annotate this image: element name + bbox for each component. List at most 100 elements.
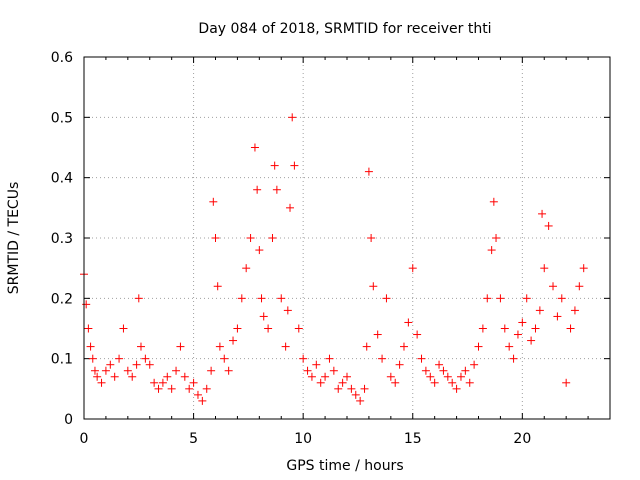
data-point (250, 143, 259, 152)
data-point (220, 354, 229, 363)
data-point (465, 378, 474, 387)
data-point (134, 294, 143, 303)
data-point (535, 306, 544, 315)
data-point (255, 246, 264, 255)
data-point (369, 282, 378, 291)
data-point (213, 282, 222, 291)
data-point (312, 360, 321, 369)
data-point (209, 197, 218, 206)
data-point (128, 372, 137, 381)
data-point (82, 300, 91, 309)
data-point (307, 372, 316, 381)
data-point (391, 378, 400, 387)
data-point (367, 234, 376, 242)
data-point (579, 264, 588, 273)
y-tick-label: 0 (64, 412, 73, 428)
data-point (426, 372, 435, 381)
data-point (141, 354, 150, 363)
data-point (456, 372, 465, 381)
data-point (268, 234, 277, 242)
data-point (303, 366, 312, 375)
data-point (257, 294, 266, 303)
y-tick-label: 0.3 (51, 231, 73, 247)
data-point (562, 378, 571, 387)
data-point (145, 360, 154, 369)
data-point (386, 372, 395, 381)
data-point (119, 324, 128, 333)
data-point (237, 294, 246, 303)
data-point (229, 336, 238, 345)
data-point (399, 342, 408, 351)
data-point (316, 378, 325, 387)
data-point (329, 366, 338, 375)
data-point (500, 324, 509, 333)
data-point (90, 366, 99, 375)
data-point (233, 324, 242, 333)
data-point (272, 185, 281, 194)
data-point (527, 336, 536, 345)
data-point (364, 167, 373, 176)
x-axis-label: GPS time / hours (286, 458, 403, 474)
data-point (321, 372, 330, 381)
data-point (489, 197, 498, 206)
data-point (509, 354, 518, 363)
x-tick-label: 15 (404, 431, 422, 447)
data-point (417, 354, 426, 363)
data-point (570, 306, 579, 315)
data-point (163, 372, 172, 381)
data-point (382, 294, 391, 303)
data-point (180, 372, 189, 381)
y-axis-label: SRMTID / TECUs (6, 182, 22, 295)
x-tick-label: 5 (189, 431, 198, 447)
data-point (253, 185, 262, 194)
data-point (435, 360, 444, 369)
data-point (334, 384, 343, 393)
data-point (288, 113, 297, 122)
data-point (378, 354, 387, 363)
data-point (408, 264, 417, 273)
data-point (290, 161, 299, 170)
data-point (538, 209, 547, 218)
x-tick-label: 0 (80, 431, 89, 447)
data-point (207, 366, 216, 375)
data-point (505, 342, 514, 351)
x-tick-label: 20 (513, 431, 531, 447)
data-point (281, 342, 290, 351)
data-point (84, 324, 93, 333)
data-point (270, 161, 279, 170)
data-point (158, 378, 167, 387)
data-point (246, 234, 255, 242)
data-point (478, 324, 487, 333)
data-point (97, 378, 106, 387)
data-point (338, 378, 347, 387)
data-point (448, 378, 457, 387)
data-point (513, 330, 522, 339)
data-point (123, 366, 132, 375)
data-point (264, 324, 273, 333)
y-tick-label: 0.2 (51, 291, 73, 307)
y-tick-label: 0.5 (51, 110, 73, 126)
data-point (242, 264, 251, 273)
data-point (496, 294, 505, 303)
data-point (259, 312, 268, 321)
data-point (106, 360, 115, 369)
data-point (176, 342, 185, 351)
data-point (202, 384, 211, 393)
data-point (540, 264, 549, 273)
data-point (531, 324, 540, 333)
data-point (294, 324, 303, 333)
data-point (286, 203, 295, 212)
data-point (470, 360, 479, 369)
data-point (575, 282, 584, 291)
data-point (492, 234, 501, 242)
data-point (185, 384, 194, 393)
data-point (356, 396, 365, 405)
grid (84, 57, 610, 419)
data-point (522, 294, 531, 303)
data-point (110, 372, 119, 381)
data-point (343, 372, 351, 381)
data-point (325, 354, 334, 363)
data-point (211, 234, 220, 242)
y-tick-label: 0.6 (51, 50, 73, 66)
data-point (557, 294, 566, 303)
